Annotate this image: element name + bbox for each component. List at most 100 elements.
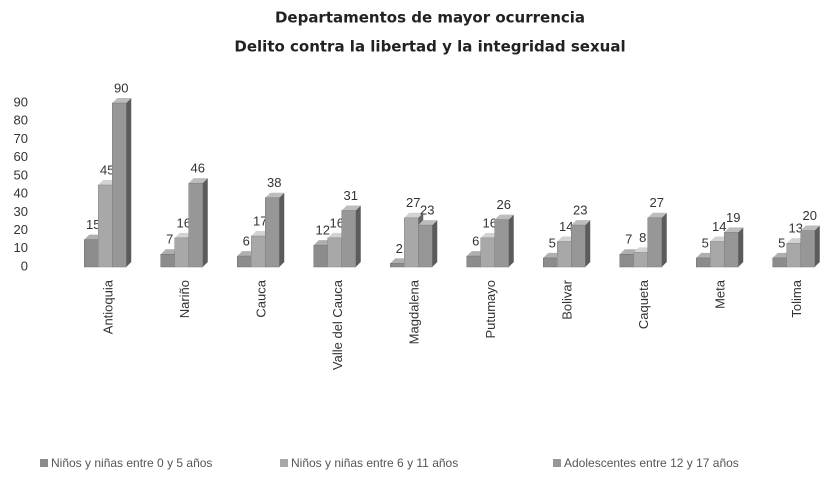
data-label: 8	[639, 230, 646, 245]
bar-top	[647, 212, 667, 218]
chart-title: Departamentos de mayor ocurrencia	[275, 9, 585, 27]
data-label: 90	[114, 80, 128, 95]
bar	[341, 210, 356, 268]
bar-side	[432, 220, 438, 267]
legend-label: Niños y niñas entre 6 y 11 años	[291, 456, 458, 470]
bar	[265, 197, 280, 268]
bar-side	[814, 225, 820, 267]
data-label: 17	[253, 213, 267, 228]
bar	[543, 257, 558, 268]
data-label: 5	[702, 235, 709, 250]
bar-side	[126, 98, 132, 267]
bar	[786, 243, 801, 268]
bar	[494, 219, 509, 268]
data-label: 23	[420, 203, 434, 218]
x-tick-label: Magdalena	[407, 279, 422, 344]
bar	[571, 224, 586, 268]
x-tick-label: Cauca	[254, 279, 269, 317]
bar	[480, 237, 495, 268]
bar-top	[418, 220, 438, 226]
data-label: 23	[573, 203, 587, 218]
bar	[188, 182, 203, 268]
bar	[772, 257, 787, 268]
data-label: 16	[483, 215, 497, 230]
y-tick-label: 70	[14, 131, 28, 146]
data-label: 14	[712, 219, 726, 234]
data-label: 16	[177, 215, 191, 230]
bar-top	[571, 220, 591, 226]
data-label: 31	[344, 188, 358, 203]
y-tick-label: 10	[14, 240, 28, 255]
bar	[84, 239, 99, 268]
legend-swatch	[553, 459, 561, 467]
bar-top	[188, 178, 208, 184]
x-tick-label: Valle del Cauca	[330, 279, 345, 370]
bar	[251, 235, 266, 268]
x-tick-label: Meta	[713, 279, 728, 309]
bar	[160, 253, 175, 268]
data-label: 2	[396, 241, 403, 256]
x-tick-label: Nariño	[177, 280, 192, 318]
x-tick-label: Bolivar	[560, 279, 575, 319]
y-tick-label: 60	[14, 149, 28, 164]
data-label: 45	[100, 162, 114, 177]
y-tick-label: 90	[14, 94, 28, 109]
bar-side	[738, 227, 744, 267]
data-label: 27	[406, 195, 420, 210]
data-label: 16	[330, 215, 344, 230]
data-label: 38	[267, 175, 281, 190]
bar	[98, 184, 113, 268]
data-label: 7	[625, 232, 632, 247]
x-tick-label: Antioquia	[101, 279, 116, 334]
bar	[633, 252, 648, 268]
data-label: 14	[559, 219, 573, 234]
bar	[174, 237, 189, 268]
bar-top	[404, 212, 424, 218]
data-label: 5	[778, 235, 785, 250]
bar-top	[800, 225, 820, 231]
bar-top	[265, 192, 285, 198]
legend-label: Niños y niñas entre 0 y 5 años	[51, 456, 212, 470]
bar	[404, 217, 419, 268]
data-label: 13	[789, 221, 803, 236]
bar	[619, 253, 634, 268]
bar	[313, 244, 328, 268]
bar	[112, 102, 127, 268]
data-label: 19	[726, 210, 740, 225]
y-tick-label: 80	[14, 113, 28, 128]
bar-side	[202, 178, 208, 267]
y-tick-label: 40	[14, 186, 28, 201]
x-tick-label: Tolima	[789, 279, 804, 317]
legend-swatch	[40, 459, 48, 467]
bar-top	[341, 205, 361, 211]
bar-side	[508, 214, 514, 267]
bar	[724, 232, 739, 268]
bar-top	[494, 214, 514, 220]
data-label: 27	[650, 195, 664, 210]
data-label: 20	[803, 208, 817, 223]
bar	[418, 224, 433, 268]
x-tick-label: Putumayo	[483, 280, 498, 339]
data-label: 7	[166, 232, 173, 247]
bar-side	[585, 220, 591, 267]
data-label: 26	[497, 197, 511, 212]
data-label: 46	[191, 161, 205, 176]
bar	[390, 263, 405, 268]
bar	[557, 241, 572, 268]
y-tick-label: 50	[14, 167, 28, 182]
data-label: 12	[316, 223, 330, 238]
bar	[327, 237, 342, 268]
bar	[710, 241, 725, 268]
bar-side	[279, 192, 285, 267]
bar-side	[355, 205, 361, 267]
y-tick-label: 30	[14, 204, 28, 219]
data-label: 6	[243, 234, 250, 249]
bar-top	[724, 227, 744, 233]
bar	[647, 217, 662, 268]
y-tick-label: 0	[21, 258, 28, 273]
y-tick-label: 20	[14, 222, 28, 237]
bar	[466, 255, 481, 268]
bar-side	[661, 212, 667, 267]
bar	[237, 255, 252, 268]
